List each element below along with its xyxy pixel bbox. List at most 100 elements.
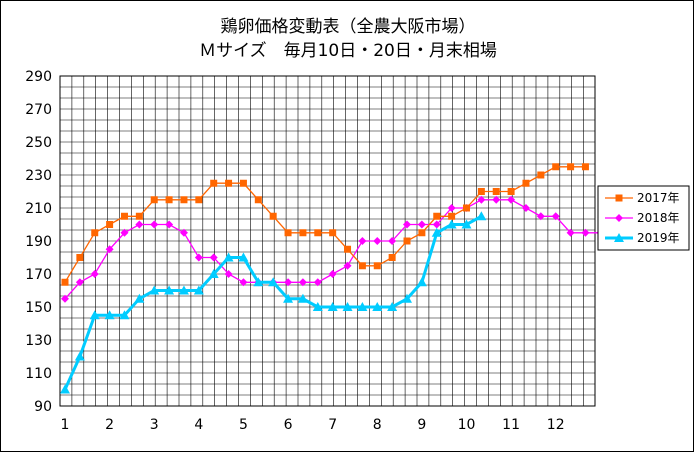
data-point (283, 293, 294, 303)
data-point (581, 163, 589, 171)
data-point (403, 220, 412, 229)
data-point (433, 212, 441, 220)
data-point (402, 293, 413, 303)
data-point (74, 351, 85, 361)
data-point (106, 221, 114, 228)
data-point (254, 196, 262, 204)
grid-lines (60, 76, 595, 406)
data-point (492, 188, 500, 195)
legend-marker (615, 214, 623, 222)
data-point (328, 270, 337, 278)
x-tick-label: 6 (284, 417, 293, 433)
data-point (507, 188, 515, 195)
data-point (134, 293, 145, 303)
legend-marker (614, 233, 624, 242)
data-point (344, 245, 352, 253)
x-tick-label: 10 (458, 417, 476, 433)
data-point (120, 212, 128, 220)
y-tick-label: 110 (25, 366, 52, 382)
x-tick-label: 4 (194, 417, 203, 433)
chart-title-line1: 鶏卵価格変動表（全農大阪市場） (220, 17, 476, 37)
y-tick-label: 250 (25, 135, 52, 151)
data-point (91, 229, 99, 237)
y-tick-label: 290 (25, 69, 52, 85)
x-tick-label: 12 (547, 417, 565, 433)
x-tick-label: 3 (150, 417, 159, 433)
data-point (89, 310, 100, 320)
data-point (492, 195, 501, 204)
x-tick-label: 8 (373, 417, 382, 433)
data-point (477, 188, 485, 195)
data-point (209, 253, 218, 262)
data-point (312, 302, 323, 311)
y-tick-label: 230 (25, 168, 52, 184)
data-point (327, 302, 338, 311)
data-point (417, 220, 426, 229)
data-point (372, 302, 383, 311)
data-point (551, 212, 560, 221)
legend-marker (615, 194, 623, 202)
data-point (446, 219, 457, 229)
data-point (507, 195, 516, 204)
data-point (284, 229, 292, 237)
data-point (60, 384, 70, 394)
data-point (269, 212, 277, 220)
data-point (225, 179, 233, 187)
data-point (343, 261, 352, 270)
data-point (388, 254, 396, 261)
data-point (447, 204, 456, 212)
y-tick-label: 130 (25, 333, 52, 349)
data-point (239, 278, 248, 287)
data-point (388, 237, 397, 245)
data-point (165, 196, 173, 204)
x-axis-ticks: 1 2 3 4 5 6 7 8 9 10 11 12 (61, 417, 565, 433)
data-point (329, 229, 337, 237)
chart-subtitle: Ｍサイズ 毎月10日・20日・月末相場 (199, 41, 497, 61)
data-point (135, 220, 144, 229)
data-point (299, 229, 307, 237)
data-point (461, 219, 472, 229)
data-point (135, 212, 143, 220)
series-2019年 (60, 211, 487, 394)
data-point (61, 294, 69, 303)
data-point (432, 220, 441, 229)
data-point (387, 302, 398, 311)
data-point (537, 171, 545, 179)
chart-title: 鶏卵価格変動表（全農大阪市場） Ｍサイズ 毎月10日・20日・月末相場 (1, 15, 693, 63)
y-tick-label: 190 (25, 234, 52, 250)
y-axis-ticks: 90 110 130 150 170 190 210 230 250 270 290 (25, 69, 52, 415)
data-point (522, 179, 530, 187)
data-point (581, 228, 590, 237)
data-point (373, 237, 382, 245)
data-point (223, 252, 234, 262)
data-point (238, 252, 249, 262)
data-point (418, 229, 426, 237)
data-point (313, 278, 322, 287)
data-point (431, 227, 442, 237)
data-point (477, 195, 486, 204)
data-point (195, 196, 203, 204)
data-point (297, 293, 308, 303)
data-point (165, 220, 174, 229)
data-point (150, 196, 158, 204)
y-tick-label: 150 (25, 300, 52, 316)
data-point (566, 228, 575, 237)
y-tick-label: 170 (25, 267, 52, 283)
legend-label: 2019年 (637, 231, 680, 245)
x-tick-label: 7 (328, 417, 337, 433)
data-point (164, 285, 175, 295)
data-point (178, 285, 189, 295)
data-point (104, 310, 115, 320)
data-point (150, 220, 159, 229)
series-2017年 (61, 163, 589, 286)
data-point (521, 204, 530, 212)
x-tick-label: 11 (502, 417, 520, 433)
data-point (210, 179, 218, 187)
data-point (194, 253, 203, 262)
data-point (298, 278, 307, 287)
data-point (358, 237, 367, 245)
data-point (253, 277, 264, 287)
data-point (105, 245, 114, 254)
